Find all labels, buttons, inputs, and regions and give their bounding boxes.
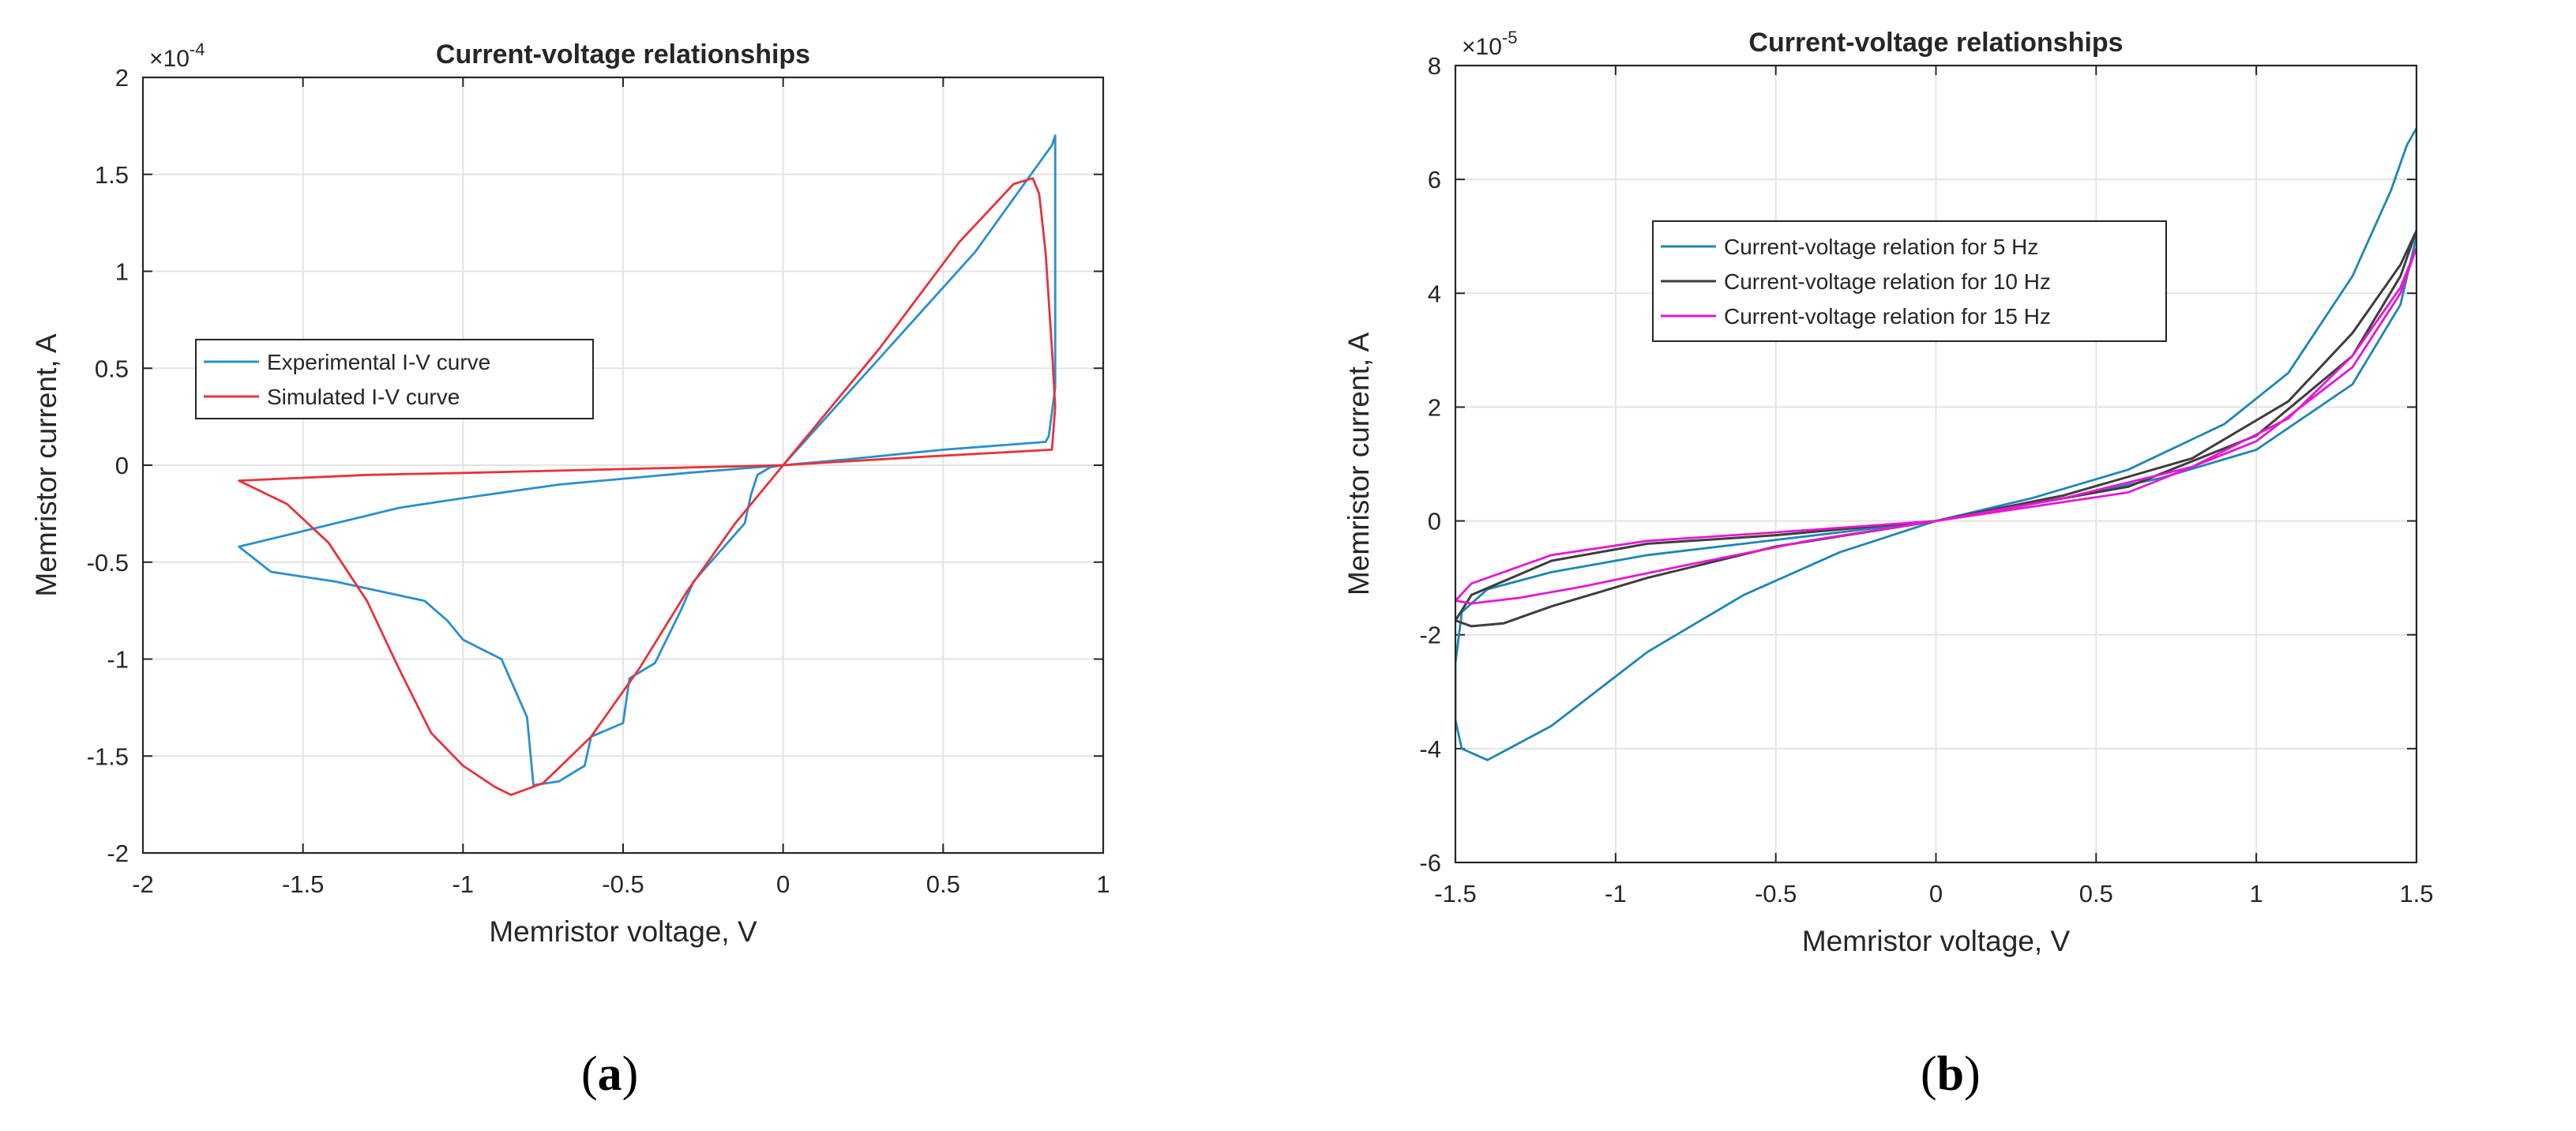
- legend-box: [1652, 220, 2167, 342]
- y-tick-label: -1.5: [87, 742, 129, 770]
- y-scale-label: ×10-4: [149, 39, 205, 72]
- y-tick-label: -2: [1419, 622, 1441, 649]
- y-tick-label: 1.5: [95, 161, 129, 189]
- y-tick-label: 2: [115, 64, 129, 92]
- axes-box: [1454, 64, 2418, 864]
- chart-b: -1.5 -1 -0.5 0 0.5 1 1.5 -6 -4 -2 0 2 4 6 8 Current-vol…: [1342, 28, 2434, 957]
- y-tick-label: 4: [1428, 280, 1441, 307]
- y-tick-label: 6: [1428, 166, 1441, 194]
- series-line-3: [1455, 246, 2416, 605]
- y-tick-label: -0.5: [87, 549, 129, 577]
- caption-b-letter: b: [1936, 1047, 1965, 1101]
- caption-b: (b): [1921, 1047, 1981, 1101]
- y-scale-exponent: -5: [1502, 28, 1518, 47]
- caption-a-letter: a: [597, 1047, 622, 1101]
- chart-title: Current-voltage relationships: [1748, 28, 2123, 58]
- x-tick-label: -1: [1605, 880, 1627, 907]
- y-tick-label: -4: [1419, 735, 1441, 763]
- axes-box: [141, 76, 1105, 855]
- x-tick-label: -1: [452, 870, 475, 898]
- y-tick-label: 1: [115, 258, 129, 286]
- x-tick-label: 0: [776, 870, 790, 898]
- y-tick-label: -2: [107, 840, 129, 867]
- caption-a: (a): [581, 1047, 639, 1101]
- y-tick-label: 2: [1428, 393, 1441, 421]
- series-line-2: [238, 177, 1057, 796]
- x-tick-label: 1.5: [2399, 880, 2433, 907]
- x-tick-label: -1.5: [1434, 880, 1476, 907]
- y-axis-label: Memristor current, A: [1342, 333, 1375, 596]
- series-line-1: [238, 134, 1057, 787]
- legend-label: Experimental I-V curve: [267, 350, 490, 374]
- legend-label: Simulated I-V curve: [267, 385, 460, 409]
- y-tick-label: 0: [115, 452, 129, 479]
- y-scale-label: ×10-5: [1462, 28, 1517, 60]
- chart-a: -2 -1.5 -1 -0.5 0 0.5 1 -2 -1.5 -1 -0.5 0 0.5 1 1.5 2 Cu…: [30, 39, 1110, 948]
- x-tick-label: 0.5: [2079, 880, 2113, 907]
- legend-label: Current-voltage relation for 5 Hz: [1724, 235, 2038, 259]
- y-scale-exponent: -4: [190, 39, 205, 59]
- x-tick-label: 1: [2250, 880, 2263, 907]
- x-tick-label: 0.5: [926, 870, 960, 898]
- x-tick-label: 0: [1929, 880, 1943, 907]
- y-tick-label: 0.5: [95, 355, 129, 382]
- x-axis-label: Memristor voltage, V: [489, 915, 757, 948]
- x-tick-label: -0.5: [602, 870, 644, 898]
- y-tick-label: -1: [107, 646, 129, 674]
- chart-title: Current-voltage relationships: [436, 39, 810, 70]
- y-tick-label: 8: [1428, 52, 1441, 80]
- y-axis-label: Memristor current, A: [30, 333, 62, 596]
- x-tick-label: 1: [1096, 870, 1110, 898]
- legend-label: Current-voltage relation for 10 Hz: [1724, 269, 2051, 294]
- x-tick-label: -2: [132, 870, 154, 898]
- y-tick-label: -6: [1419, 849, 1441, 877]
- x-axis-label: Memristor voltage, V: [1802, 925, 2071, 957]
- legend-box: [195, 339, 594, 419]
- y-tick-label: 0: [1428, 508, 1441, 535]
- x-tick-label: -0.5: [1755, 880, 1797, 907]
- legend-label: Current-voltage relation for 15 Hz: [1724, 304, 2051, 329]
- x-tick-label: -1.5: [282, 870, 324, 898]
